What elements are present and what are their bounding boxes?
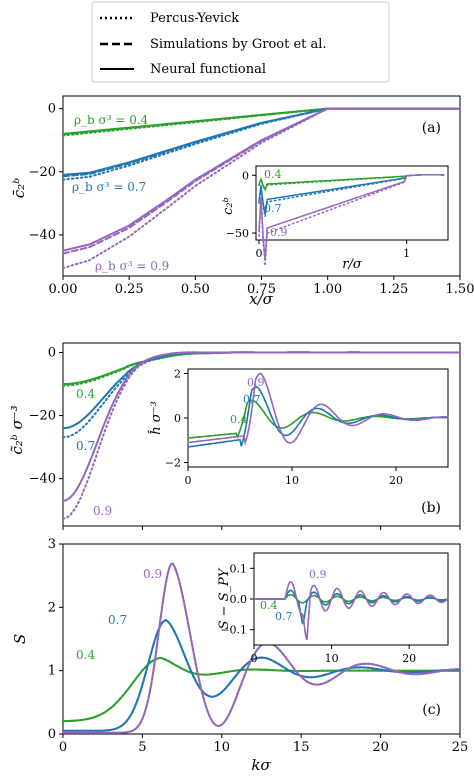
inset-c-series-0.9-dashed (253, 581, 449, 640)
panel-c-frame (62, 543, 461, 735)
panel-b-inset-frame (187, 368, 449, 468)
inset-b-xtick-label: 20 (389, 474, 403, 487)
inset-c-ytick-label: −0.1 (220, 624, 247, 637)
panel-c: S kσ (c) 0.9 0.7 0.4 0 5 10 15 20 25 0 1 2 3 0 10 2… (11, 537, 468, 774)
panel-b-label-0.4: 0.4 (76, 387, 95, 401)
panel-a-xtick-label: 1.25 (379, 282, 408, 297)
inset-a-ytick-label: 0 (242, 169, 249, 182)
inset-a-series-0.4-dotted (258, 173, 445, 193)
panel-c-series-0.4-dotted (62, 656, 461, 723)
panel-b-ytick-label: −40 (29, 472, 56, 487)
inset-b-label-0.9: 0.9 (247, 376, 265, 389)
panel-c-xtick-label: 20 (372, 740, 389, 755)
panel-b: c̃₂ᵇ σ⁻³ (b) 0.4 0.7 0.9 0−20−40 0 10 2020… (8, 342, 461, 530)
panel-c-xtick-label: 0 (59, 740, 67, 755)
panel-c-label-0.4: 0.4 (76, 648, 95, 662)
inset-b-series-0.9-dashed (187, 372, 449, 446)
inset-b-ytick-label: 0 (174, 412, 181, 425)
panel-a-inset-xlabel: r/σ (342, 257, 363, 272)
panel-a: c̄₂ᵇ x/σ (a) ρ_b σ³ = 0.4 ρ_b σ³ = 0.7 ρ… (10, 95, 474, 308)
inset-a-series-0.9-dotted (258, 173, 445, 266)
panel-c-xtick-label: 10 (214, 740, 231, 755)
panel-a-ylabel: c̄₂ᵇ (10, 178, 28, 198)
panel-c-ytick-label: 2 (48, 600, 56, 615)
inset-c-xtick-label: 20 (402, 652, 416, 665)
inset-c-xtick-label: 0 (251, 652, 258, 665)
panel-a-xtick-label: 1.00 (313, 282, 342, 297)
inset-a-label-0.7: 0.7 (264, 202, 282, 215)
inset-b-xtick-label: 10 (285, 474, 299, 487)
panel-b-ytick-label: −20 (29, 409, 56, 424)
panel-a-xtick-label: 0.75 (247, 282, 276, 297)
panel-a-inset: 0 1 0 −50 c₂ᵇ r/σ 0.4 0.7 0.9 (221, 165, 449, 272)
panel-b-label: (b) (421, 500, 441, 516)
inset-c-ytick-label: 0.1 (230, 562, 248, 575)
inset-a-label-0.4: 0.4 (264, 168, 282, 181)
panel-b-frame (62, 342, 461, 527)
inset-c-label-0.7: 0.7 (275, 610, 293, 623)
annotation-density-0.9: ρ_b σ³ = 0.9 (95, 259, 169, 273)
legend: Percus-Yevick Simulations by Groot et al… (91, 1, 390, 83)
panel-b-ylabel: c̃₂ᵇ σ⁻³ (8, 405, 26, 454)
inset-b-label-0.7: 0.7 (243, 393, 261, 406)
inset-c-xtick-label: 10 (325, 652, 339, 665)
panel-c-xtick-label: 15 (293, 740, 310, 755)
panel-a-xtick-label: 0.50 (181, 282, 210, 297)
panel-a-inset-frame (255, 165, 449, 241)
inset-a-xtick-label: 1 (403, 247, 410, 260)
panel-a-xtick-label: 0.25 (115, 282, 144, 297)
panel-c-inset: 0 10 20 0.1 0.0 −0.1 S − S_PY 0.9 0.4 0.7 (217, 552, 449, 665)
inset-b-xtick-label: 0 (185, 474, 192, 487)
panel-a-xlabel: x/σ (249, 290, 274, 308)
legend-label-py: Percus-Yevick (150, 11, 239, 26)
inset-b-label-0.4: 0.4 (230, 413, 248, 426)
panel-c-ylabel: S (11, 634, 29, 644)
inset-a-label-0.9: 0.9 (270, 226, 288, 239)
inset-c-label-0.4: 0.4 (260, 599, 278, 612)
panel-c-label-0.9: 0.9 (143, 567, 162, 581)
panel-a-ytick-label: 0 (48, 102, 56, 117)
inset-c-ytick-label: 0.0 (230, 593, 248, 606)
inset-b-ytick-label: −2 (165, 457, 181, 470)
annotation-density-0.4: ρ_b σ³ = 0.4 (74, 113, 149, 127)
panel-a-xtick-label: 0.00 (49, 282, 78, 297)
inset-c-series-0.7-dashed (253, 589, 449, 625)
panel-b-ytick-label: 0 (48, 345, 56, 360)
inset-b-ytick-label: 2 (174, 367, 181, 380)
panel-a-ytick-label: −40 (29, 228, 56, 243)
panel-c-label: (c) (422, 702, 441, 718)
panel-c-ytick-label: 1 (48, 664, 56, 679)
legend-label-nf: Neural functional (150, 62, 266, 77)
inset-c-label-0.9: 0.9 (309, 568, 327, 581)
inset-a-ytick-label: −50 (226, 227, 249, 240)
panel-c-xtick-label: 5 (138, 740, 146, 755)
panel-c-inset-ylabel: S − S_PY (217, 567, 232, 629)
panel-a-ytick-label: −20 (29, 165, 56, 180)
panel-c-xlabel: kσ (251, 756, 271, 774)
panel-a-label: (a) (422, 120, 441, 136)
panel-b-label-0.7: 0.7 (76, 439, 95, 453)
annotation-density-0.7: ρ_b σ³ = 0.7 (72, 180, 146, 194)
legend-label-sim: Simulations by Groot et al. (150, 37, 327, 52)
panel-c-xtick-label: 25 (452, 740, 469, 755)
panel-c-ytick-label: 0 (48, 727, 56, 742)
panel-c-series-0.4-solid (62, 656, 461, 723)
panel-a-inset-ylabel: c₂ᵇ (221, 197, 236, 215)
panel-b-label-0.9: 0.9 (93, 504, 112, 518)
panel-c-ytick-label: 3 (48, 537, 56, 552)
panel-c-label-0.7: 0.7 (108, 613, 127, 627)
panel-b-series-0.9-dotted (62, 351, 461, 520)
panel-b-inset-ylabel: ĥ σ⁻³ (148, 401, 164, 434)
panel-a-series-0.9-dotted (62, 107, 461, 270)
panel-a-xtick-label: 1.50 (446, 282, 474, 297)
inset-a-xtick-label: 0 (255, 247, 262, 260)
